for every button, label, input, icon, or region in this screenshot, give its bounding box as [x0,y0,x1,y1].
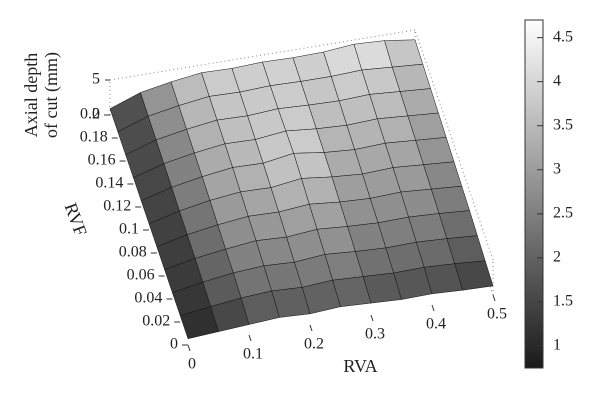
x-tick-label: 0 [188,356,196,373]
y-tick-label: 0.14 [95,175,123,192]
labels: 00.10.20.30.40.500.020.040.060.080.10.12… [21,52,507,376]
z-tick-label: 5 [92,71,100,88]
y-tick-label: 0.08 [119,244,147,261]
colorbar-tick-label: 1.5 [553,293,573,310]
x-tick [248,334,252,342]
x-tick-label: 0.3 [365,326,385,343]
y-tick-label: 0 [170,336,178,353]
y-tick-label: 0.04 [134,290,162,307]
x-tick-label: 0.2 [304,336,324,353]
colorbar-tick-label: 3.5 [553,116,573,133]
colorbar-tick-label: 4.5 [553,28,573,45]
x-tick [187,344,191,352]
x-tick-label: 0.4 [426,316,446,333]
z-axis-label: Axial depth [21,53,41,137]
colorbar-tick-label: 2 [553,249,561,266]
x-tick [309,324,313,332]
y-tick-label: 0.12 [103,198,131,215]
colorbar [524,19,544,369]
y-tick-label: 0.18 [80,129,108,146]
z-axis-label: of cut (mm) [41,52,62,138]
x-tick [431,304,435,312]
x-tick [370,314,374,322]
y-tick-label: 0.02 [142,313,170,330]
z-tick-label: 0 [92,106,100,123]
surface [109,39,494,339]
x-tick-label: 0.5 [487,306,507,323]
x-axis-label: RVA [343,356,377,376]
box-edge [414,29,494,261]
y-tick-label: 0.1 [119,221,139,238]
y-axis-label: RVF [61,200,91,238]
y-tick-label: 0.06 [127,267,155,284]
colorbar-tick-label: 2.5 [553,204,573,221]
x-tick [492,294,496,302]
colorbar-tick-label: 3 [553,160,561,177]
colorbar-tick-label: 4 [553,72,561,89]
surface-cell [454,260,494,291]
colorbar-tick-label: 1 [553,337,561,354]
y-tick-label: 0.16 [88,152,116,169]
x-tick-label: 0.1 [243,346,263,363]
y-tick-label: 0.2 [80,106,100,123]
